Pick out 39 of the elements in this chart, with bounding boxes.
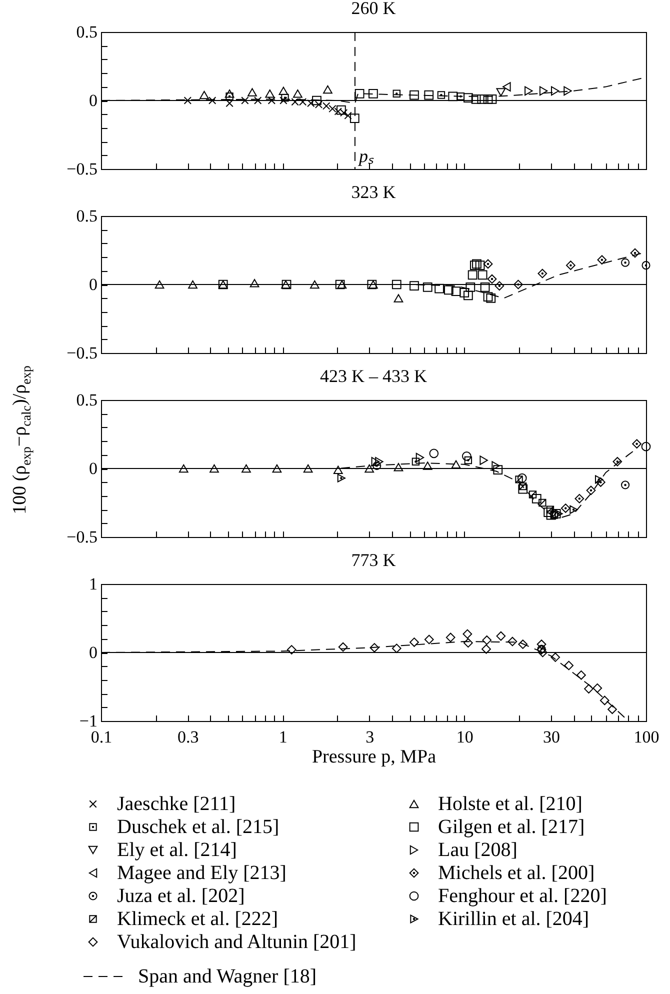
legend-label: Holste et al. [210] xyxy=(438,793,582,815)
legend-label: Span and Wagner [18] xyxy=(138,966,317,988)
chart-title: 423 K – 433 K xyxy=(320,366,427,386)
chart-title: 773 K xyxy=(351,550,396,570)
y-tick-label: −0.5 xyxy=(66,528,98,546)
y-tick-label: 0 xyxy=(89,459,98,478)
legend-label: Vukalovich and Altunin [201] xyxy=(117,931,356,953)
legend-label: Fenghour et al. [220] xyxy=(438,885,607,907)
y-tick-label: −0.5 xyxy=(66,344,98,362)
y-tick-label: 0 xyxy=(89,91,98,110)
y-tick-label: 0.5 xyxy=(76,22,98,42)
y-tick-label: 1 xyxy=(89,574,98,594)
y-tick-label: 0 xyxy=(89,643,98,662)
legend-label: Jaeschke [211] xyxy=(117,793,236,815)
y-tick-label: −1 xyxy=(79,712,98,730)
ref-line-label: pₛ xyxy=(356,146,374,166)
x-tick-label: 30 xyxy=(543,728,560,746)
x-tick-label: 0.1 xyxy=(90,728,112,746)
legend-label: Gilgen et al. [217] xyxy=(438,816,585,838)
chart-title: 323 K xyxy=(351,182,396,202)
y-tick-label: −0.5 xyxy=(66,160,98,178)
x-tick-label: 100 xyxy=(634,728,660,746)
legend-label: Juza et al. [202] xyxy=(117,885,245,907)
legend-label: Duschek et al. [215] xyxy=(117,816,280,838)
legend-label: Lau [208] xyxy=(438,839,518,861)
x-tick-label: 3 xyxy=(366,728,374,746)
legend-label: Klimeck et al. [222] xyxy=(117,908,278,930)
chart-title: 260 K xyxy=(351,0,396,18)
x-tick-label: 10 xyxy=(456,728,474,746)
y-tick-label: 0.5 xyxy=(76,206,98,226)
x-axis-title: Pressure p, MPa xyxy=(312,746,437,768)
legend-label: Ely et al. [214] xyxy=(117,839,237,861)
y-tick-label: 0 xyxy=(89,275,98,294)
y-tick-label: 0.5 xyxy=(76,390,98,410)
legend-label: Magee and Ely [213] xyxy=(117,862,286,884)
legend-label: Kirillin et al. [204] xyxy=(438,908,590,930)
x-tick-label: 0.3 xyxy=(178,728,199,746)
legend-label: Michels et al. [200] xyxy=(438,862,595,884)
x-tick-label: 1 xyxy=(278,728,288,746)
